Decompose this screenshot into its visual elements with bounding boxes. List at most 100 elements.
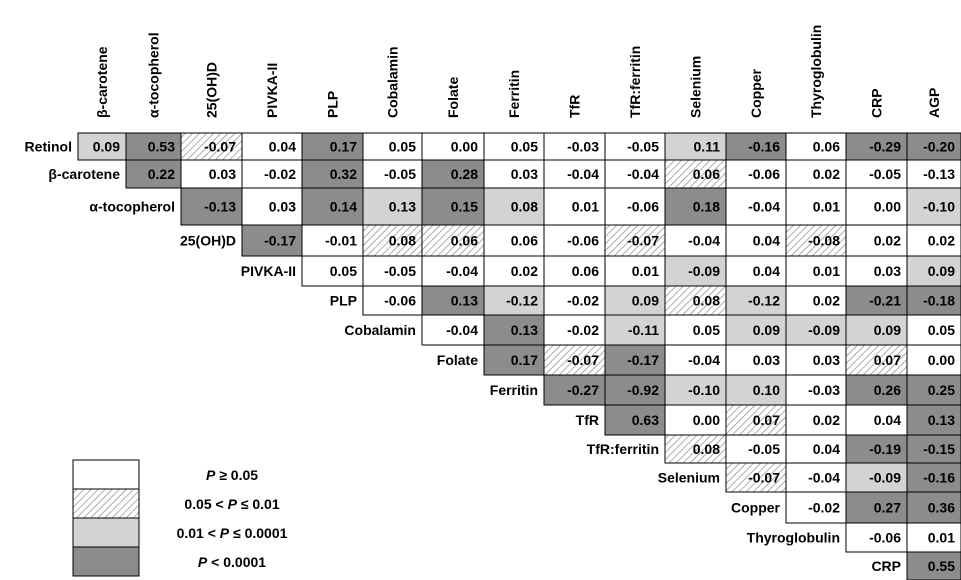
- row-label: α-tocopherol: [89, 199, 175, 215]
- cell-value: -0.05: [384, 166, 416, 182]
- cell-value: -0.06: [748, 166, 780, 182]
- cell-value: 0.17: [511, 352, 538, 368]
- matrix-cell: [362, 285, 423, 316]
- cell-value: -0.27: [567, 382, 599, 398]
- matrix-cell: [604, 224, 666, 257]
- matrix-cell: [664, 159, 727, 189]
- cell-value: -0.19: [869, 441, 901, 457]
- matrix-cell: [725, 159, 787, 189]
- legend-label: P < 0.0001: [198, 554, 266, 570]
- legend-swatch: [72, 546, 140, 577]
- matrix-cell: [543, 224, 606, 257]
- cell-value: -0.06: [567, 233, 599, 249]
- matrix-cell: [845, 132, 908, 161]
- cell-value: 0.04: [269, 139, 296, 155]
- column-label: Folate: [445, 77, 461, 118]
- matrix-cell: [906, 404, 961, 436]
- cell-value: -0.17: [264, 233, 296, 249]
- column-label: Cobalamin: [385, 46, 401, 118]
- cell-value: -0.17: [627, 352, 659, 368]
- row-label: Selenium: [658, 470, 720, 486]
- legend-label: 0.05 < P ≤ 0.01: [184, 496, 279, 512]
- column-label: β-carotene: [94, 46, 110, 118]
- cell-value: 0.09: [753, 322, 780, 338]
- row-labels: Retinol β-carotene α-tocopherol 25(OH)D PIVK…: [25, 139, 901, 575]
- matrix-cell: [664, 285, 727, 316]
- matrix-cell: [421, 159, 485, 189]
- cell-value: -0.09: [688, 263, 720, 279]
- matrix-cell: [301, 187, 364, 226]
- matrix-cell: [362, 224, 423, 257]
- cell-value: 0.13: [511, 322, 538, 338]
- row-label: β-carotene: [48, 166, 120, 182]
- cell-value: -0.04: [748, 199, 780, 215]
- cell-value: 0.15: [451, 199, 478, 215]
- legend-label: P ≥ 0.05: [206, 467, 258, 483]
- matrix-cell: [725, 187, 787, 226]
- column-label: Copper: [748, 68, 764, 118]
- matrix-cell: [180, 159, 243, 189]
- cell-value: -0.13: [204, 199, 236, 215]
- matrix-cell: [725, 434, 787, 464]
- matrix-cells: 0.09 0.53 -0.07 0.04 0.17 0.05 0.00 0.05 -0.03 -0…: [77, 132, 961, 580]
- cell-value: 0.02: [928, 233, 955, 249]
- row-label: 25(OH)D: [180, 233, 236, 249]
- matrix-cell: [125, 159, 182, 189]
- cell-value: 0.04: [753, 233, 780, 249]
- cell-value: 0.06: [813, 139, 840, 155]
- cell-value: -0.13: [923, 166, 955, 182]
- row-label: PLP: [330, 293, 357, 309]
- row-label: TfR:ferritin: [587, 441, 659, 457]
- matrix-cell: [664, 187, 727, 226]
- cell-value: 0.05: [389, 139, 416, 155]
- legend-label: 0.01 < P ≤ 0.0001: [177, 525, 288, 541]
- matrix-cell: [241, 132, 303, 161]
- matrix-cell: [785, 374, 847, 406]
- cell-value: -0.06: [627, 199, 659, 215]
- row-label: Copper: [731, 500, 781, 516]
- cell-value: -0.02: [567, 293, 599, 309]
- matrix-cell: [604, 159, 666, 189]
- matrix-cell: [543, 255, 606, 287]
- matrix-cell: [845, 462, 908, 493]
- cell-value: 0.05: [511, 139, 538, 155]
- row-label: Cobalamin: [344, 322, 416, 338]
- matrix-cell: [241, 224, 303, 257]
- row-label: Retinol: [25, 139, 72, 155]
- cell-value: 0.13: [928, 412, 955, 428]
- matrix-cell: [785, 224, 847, 257]
- cell-value: -0.09: [869, 470, 901, 486]
- cell-value: -0.20: [923, 139, 955, 155]
- cell-value: 0.01: [632, 263, 659, 279]
- matrix-cell: [421, 314, 485, 346]
- cell-value: -0.05: [748, 441, 780, 457]
- cell-value: 0.02: [813, 293, 840, 309]
- legend-swatch: [72, 488, 140, 519]
- cell-value: -0.06: [869, 530, 901, 546]
- cell-value: -0.03: [567, 139, 599, 155]
- cell-value: -0.07: [748, 470, 780, 486]
- matrix-cell: [785, 462, 847, 493]
- cell-value: -0.04: [567, 166, 599, 182]
- matrix-cell: [906, 344, 961, 376]
- cell-value: -0.04: [627, 166, 659, 182]
- cell-value: -0.09: [808, 322, 840, 338]
- cell-value: 0.03: [511, 166, 538, 182]
- cell-value: 0.06: [572, 263, 599, 279]
- cell-value: 0.05: [928, 322, 955, 338]
- matrix-cell: [604, 187, 666, 226]
- cell-value: 0.00: [928, 352, 955, 368]
- cell-value: -0.16: [923, 470, 955, 486]
- cell-value: -0.21: [869, 293, 901, 309]
- cell-value: 0.01: [813, 199, 840, 215]
- matrix-cell: [906, 132, 961, 161]
- matrix-cell: [362, 187, 423, 226]
- cell-value: 0.18: [693, 199, 720, 215]
- cell-value: 0.22: [148, 166, 175, 182]
- matrix-cell: [362, 159, 423, 189]
- matrix-cell: [664, 224, 727, 257]
- matrix-cell: [664, 374, 727, 406]
- cell-value: -0.92: [627, 382, 659, 398]
- cell-value: -0.07: [567, 352, 599, 368]
